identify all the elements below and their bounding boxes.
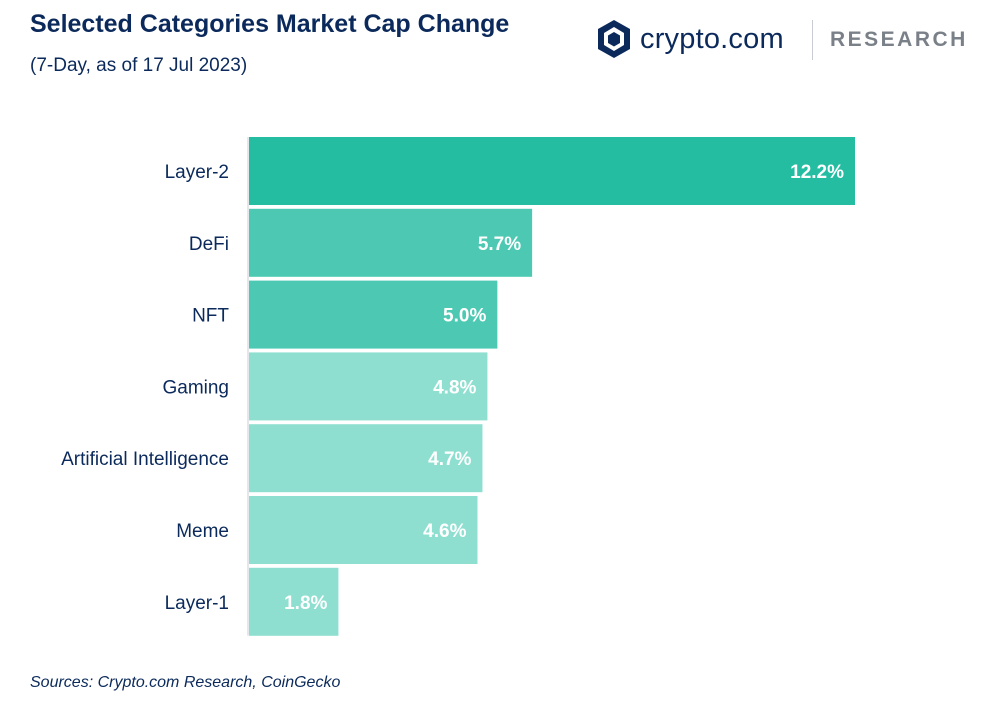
bar-defi	[249, 208, 533, 277]
crypto-com-lion-shield-icon	[598, 20, 630, 58]
bar-layer-1	[249, 567, 339, 636]
brand-division: RESEARCH	[830, 28, 968, 51]
category-label: Layer-1	[165, 593, 229, 614]
bar-artificial-intelligence	[249, 424, 483, 493]
category-label: Meme	[176, 521, 229, 542]
data-label: 4.8%	[433, 377, 476, 398]
bar-gaming	[249, 352, 488, 421]
brand-logo-group: crypto.com	[596, 16, 784, 62]
category-label: Layer-2	[165, 162, 229, 183]
data-label: 12.2%	[790, 162, 844, 183]
bar-nft	[249, 280, 498, 349]
bars-group: 12.2% Layer-2 5.7% DeFi 5.0% NFT 4.8% Gaming 4.7…	[61, 137, 855, 636]
data-label: 5.0%	[443, 306, 486, 327]
data-label: 1.8%	[284, 593, 327, 614]
source-note: Sources: Crypto.com Research, CoinGecko	[30, 674, 341, 691]
data-label: 4.6%	[423, 521, 466, 542]
chart-title: Selected Categories Market Cap Change	[30, 10, 510, 38]
bar-meme	[249, 496, 478, 564]
data-label: 4.7%	[428, 449, 471, 470]
brand-divider	[812, 20, 813, 60]
chart-subtitle: (7-Day, as of 17 Jul 2023)	[30, 55, 248, 76]
category-label: Artificial Intelligence	[61, 449, 229, 470]
category-label: Gaming	[162, 377, 229, 398]
bar-layer-2	[249, 137, 855, 205]
brand-name: crypto.com	[640, 22, 784, 55]
category-label: DeFi	[189, 234, 229, 255]
category-label: NFT	[192, 306, 229, 327]
data-label: 5.7%	[478, 234, 521, 255]
